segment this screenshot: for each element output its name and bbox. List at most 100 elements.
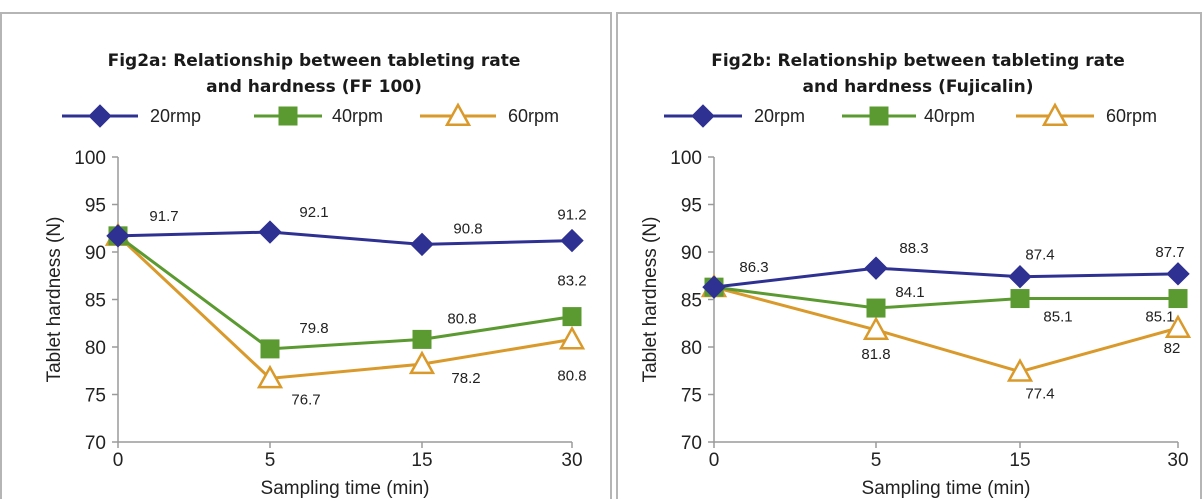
data-point — [1010, 289, 1030, 309]
x-tick-label: 30 — [561, 450, 582, 471]
data-label: 87.7 — [1155, 244, 1184, 261]
data-label: 82 — [1164, 340, 1181, 357]
legend-marker-square — [869, 106, 889, 126]
data-point — [558, 325, 586, 350]
legend-item-40rpm: 40rpm — [842, 106, 975, 126]
data-label: 87.4 — [1025, 247, 1054, 264]
data-point — [106, 224, 130, 248]
data-label: 83.2 — [557, 273, 586, 290]
legend-marker-diamond — [691, 104, 715, 128]
data-point — [562, 307, 582, 327]
data-point — [864, 256, 888, 280]
y-tick-label: 80 — [85, 338, 106, 359]
series-20rpm — [702, 256, 1190, 299]
series-line — [713, 285, 1178, 310]
data-point — [258, 220, 282, 244]
y-tick-label: 85 — [681, 291, 702, 312]
data-point — [260, 339, 280, 359]
chart-title-line: and hardness (Fujicalin) — [803, 77, 1034, 97]
data-label: 79.8 — [299, 320, 328, 337]
y-tick-label: 70 — [681, 433, 702, 454]
series-line — [713, 285, 1179, 374]
legend-item-20rpm: 20rpm — [664, 104, 805, 128]
legend-item-40rpm: 40rpm — [254, 106, 383, 126]
y-tick-label: 85 — [85, 291, 106, 312]
series-line — [713, 266, 1179, 289]
chart-title-line: Fig2a: Relationship between tableting ra… — [108, 51, 521, 71]
data-point — [1008, 264, 1032, 289]
legend-label: 40rpm — [924, 106, 975, 126]
chart-panel-fig2b: Fig2b: Relationship between tableting ra… — [616, 12, 1202, 499]
x-axis-label: Sampling time (min) — [862, 478, 1031, 499]
chart-title-line: Fig2b: Relationship between tableting ra… — [711, 51, 1125, 71]
y-tick-label: 95 — [681, 196, 702, 217]
y-tick-label: 95 — [85, 196, 106, 217]
data-label: 85.1 — [1145, 309, 1174, 326]
series-40rpm — [704, 277, 1188, 318]
data-point — [410, 232, 434, 257]
chart-fig2b: Fig2b: Relationship between tableting ra… — [640, 51, 1192, 499]
legend-label: 40rpm — [332, 106, 383, 126]
data-point — [1166, 262, 1190, 286]
x-tick-label: 5 — [871, 450, 882, 471]
x-tick-label: 5 — [265, 450, 276, 471]
data-label: 85.1 — [1043, 309, 1072, 326]
data-point — [1164, 314, 1192, 339]
y-tick-label: 75 — [85, 386, 106, 407]
data-label: 81.8 — [861, 346, 890, 363]
y-tick-label: 100 — [670, 148, 702, 169]
data-label: 90.8 — [453, 220, 482, 237]
data-label: 80.8 — [447, 310, 476, 327]
data-label: 91.2 — [557, 207, 586, 224]
data-label: 92.1 — [299, 204, 328, 221]
legend-label: 20rmp — [150, 106, 201, 126]
data-label: 84.1 — [895, 284, 924, 301]
chart-panel-fig2a: Fig2a: Relationship between tableting ra… — [0, 12, 612, 499]
legend-marker-diamond — [88, 104, 112, 128]
x-axis-label: Sampling time (min) — [261, 478, 430, 499]
data-point — [560, 228, 584, 253]
legend-label: 60rpm — [508, 106, 559, 126]
y-tick-label: 70 — [85, 433, 106, 454]
x-tick-label: 0 — [709, 450, 720, 471]
data-point — [862, 316, 890, 340]
data-label: 77.4 — [1025, 386, 1054, 403]
data-point — [702, 275, 726, 299]
data-point — [408, 350, 436, 375]
legend-marker-square — [278, 106, 298, 126]
legend-marker-triangle — [1041, 102, 1069, 127]
data-label: 91.7 — [149, 208, 178, 225]
chart-title-line: and hardness (FF 100) — [206, 77, 422, 97]
legend-item-60rpm: 60rpm — [420, 102, 559, 127]
x-tick-label: 15 — [411, 450, 432, 471]
chart-fig2a: Fig2a: Relationship between tableting ra… — [44, 51, 587, 499]
data-point — [412, 329, 432, 349]
x-tick-label: 30 — [1167, 450, 1188, 471]
y-tick-label: 80 — [681, 338, 702, 359]
y-tick-label: 90 — [85, 243, 106, 264]
data-point — [1168, 289, 1188, 309]
legend-item-60rpm: 60rpm — [1016, 102, 1157, 127]
x-tick-label: 15 — [1009, 450, 1030, 471]
data-label: 78.2 — [451, 370, 480, 387]
series-60rpm — [700, 273, 1192, 382]
data-label: 88.3 — [899, 240, 928, 257]
series-20rmp — [106, 220, 584, 257]
legend-label: 20rpm — [754, 106, 805, 126]
legend-item-20rmp: 20rmp — [62, 104, 201, 128]
y-tick-label: 100 — [74, 148, 106, 169]
data-label: 86.3 — [739, 259, 768, 276]
series-line — [116, 234, 573, 380]
legend-label: 60rpm — [1106, 106, 1157, 126]
data-label: 80.8 — [557, 367, 586, 384]
series-line — [117, 234, 573, 351]
y-axis-label: Tablet hardness (N) — [44, 217, 65, 383]
series-60rpm — [104, 222, 586, 389]
y-axis-label: Tablet hardness (N) — [640, 217, 661, 383]
x-tick-label: 0 — [113, 450, 124, 471]
data-point — [1006, 358, 1034, 382]
series-line — [117, 230, 573, 246]
data-label: 76.7 — [291, 391, 320, 408]
data-point — [256, 364, 284, 389]
y-tick-label: 90 — [681, 243, 702, 264]
